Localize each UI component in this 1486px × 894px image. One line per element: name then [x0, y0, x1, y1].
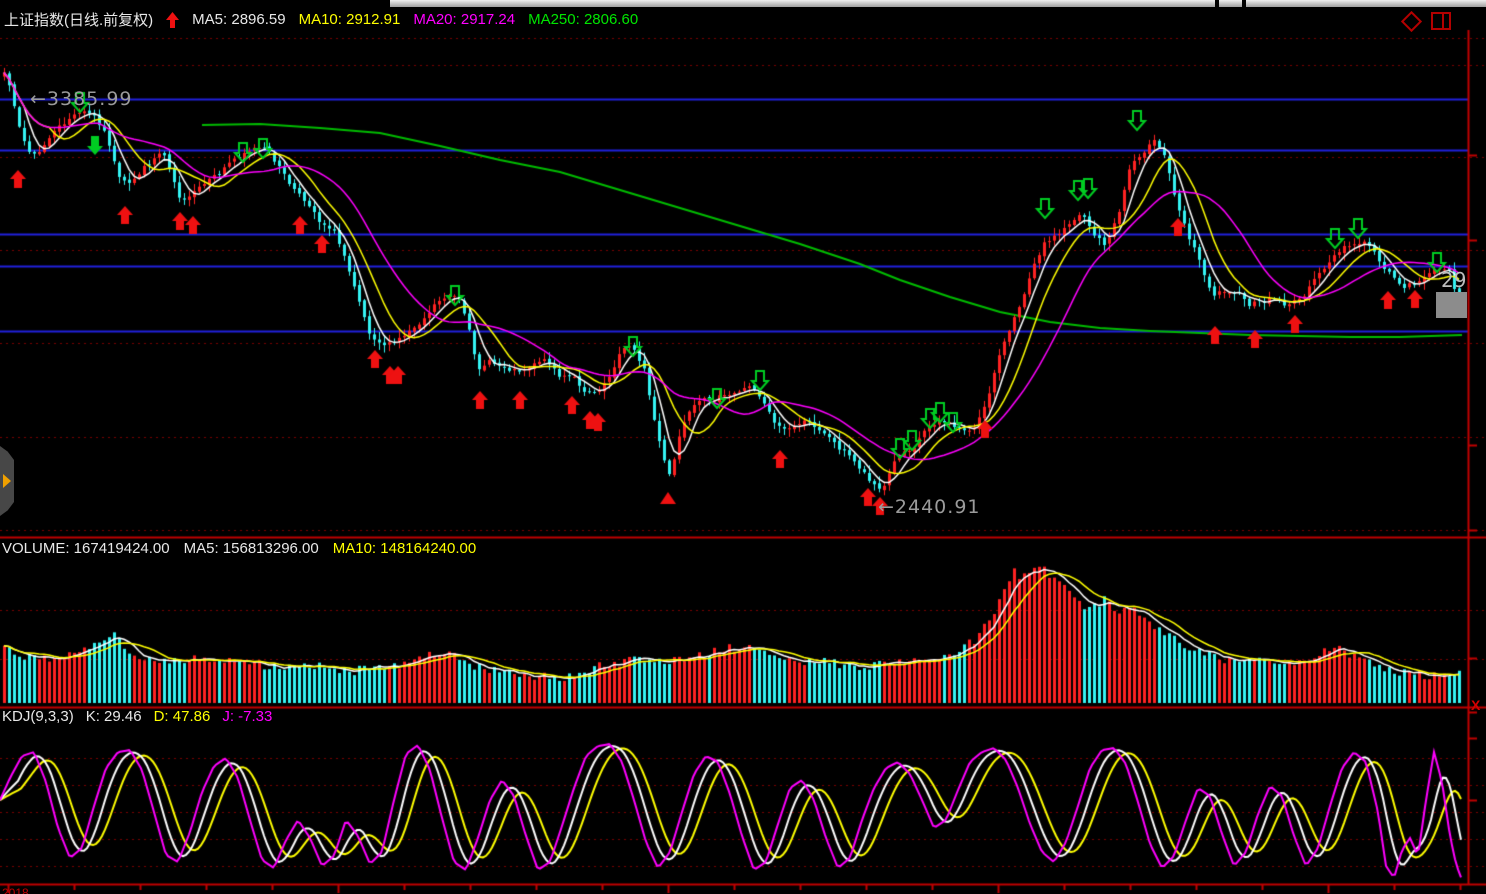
- ma20-value: MA20: 2917.24: [413, 11, 516, 28]
- axis-year-label: 2018: [2, 886, 29, 894]
- main-chart-header: 上证指数(日线.前复权) MA5: 2896.59 MA10: 2912.91 …: [4, 9, 638, 30]
- split-window-icon[interactable]: [1431, 12, 1451, 30]
- ma10-value: MA10: 2912.91: [298, 11, 401, 28]
- latest-price-tag: [1436, 292, 1467, 318]
- ma250-value: MA250: 2806.60: [528, 11, 639, 28]
- volume-ma10-value: MA10: 148164240.00: [332, 540, 477, 557]
- top-edge-notch: [1215, 0, 1219, 7]
- ma5-value: MA5: 2896.59: [192, 11, 286, 28]
- latest-price-partial: 29: [1441, 268, 1467, 292]
- kdj-name: KDJ(9,3,3): [2, 708, 74, 725]
- instrument-title: 上证指数(日线.前复权): [4, 12, 154, 29]
- diamond-icon[interactable]: [1400, 10, 1423, 32]
- left-panel-handle[interactable]: [0, 446, 14, 516]
- low-price-label: ←2440.91: [878, 496, 981, 518]
- kdj-d-value: D: 47.86: [153, 708, 211, 725]
- volume-value: VOLUME: 167419424.00: [2, 540, 170, 557]
- high-price-label: ←3385.99: [30, 88, 133, 110]
- up-arrow-icon: [166, 11, 180, 28]
- kdj-k-value: K: 29.46: [85, 708, 142, 725]
- kdj-header: KDJ(9,3,3) K: 29.46 D: 47.86 J: -7.33: [2, 708, 272, 725]
- top-edge-notch: [1242, 0, 1246, 7]
- expand-arrow-icon: [3, 474, 11, 488]
- kdj-j-value: J: -7.33: [222, 708, 273, 725]
- pane-close-button[interactable]: X: [1471, 697, 1481, 713]
- corner-icons: [1400, 10, 1451, 32]
- volume-header: VOLUME: 167419424.00 MA5: 156813296.00 M…: [2, 540, 476, 557]
- volume-ma5-value: MA5: 156813296.00: [183, 540, 319, 557]
- window-top-edge: [390, 0, 1486, 7]
